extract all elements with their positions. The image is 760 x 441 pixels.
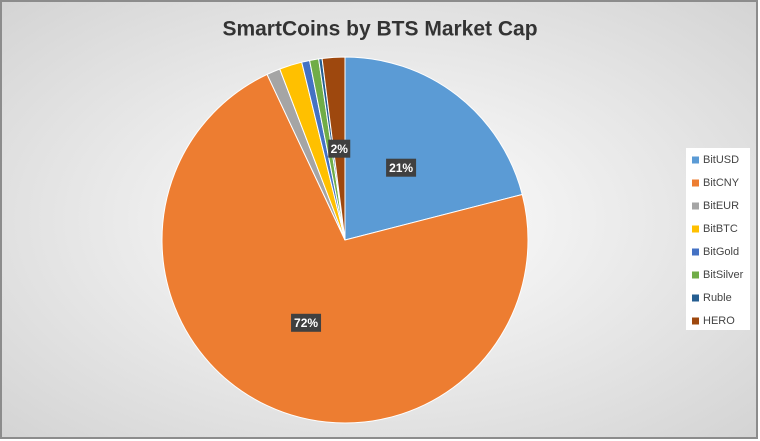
chart-title: SmartCoins by BTS Market Cap (222, 18, 537, 41)
data-label: 2% (331, 142, 349, 156)
legend-label: BitBTC (703, 223, 738, 235)
legend-label: Ruble (703, 292, 732, 304)
legend-swatch (692, 202, 699, 210)
legend-label: HERO (703, 315, 735, 327)
legend-swatch (692, 294, 699, 302)
legend-swatch (692, 248, 699, 256)
data-label-box (328, 139, 351, 158)
data-label: 21% (389, 161, 413, 175)
legend-label: BitSilver (703, 269, 744, 281)
legend-label: BitEUR (703, 200, 739, 212)
data-label: 72% (294, 316, 318, 330)
legend-swatch (692, 179, 699, 187)
legend-swatch (692, 271, 699, 279)
pie-slice (344, 56, 523, 241)
pie-slice (161, 73, 529, 424)
data-label-box (386, 158, 417, 177)
legend-swatch (692, 156, 699, 164)
legend-label: BitUSD (703, 154, 739, 166)
legend-swatch (692, 225, 699, 233)
legend-label: BitCNY (703, 177, 740, 189)
legend-label: BitGold (703, 246, 739, 258)
legend-swatch (692, 317, 699, 325)
data-label-box (291, 313, 322, 332)
